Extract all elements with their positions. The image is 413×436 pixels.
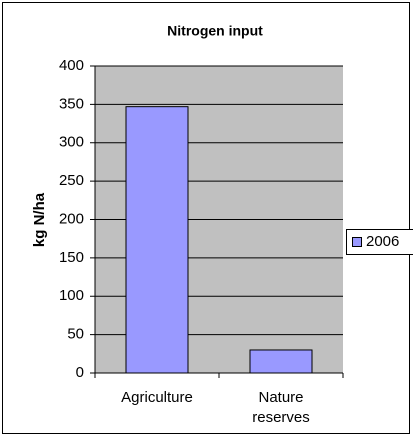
- y-tick-label: 400: [59, 57, 84, 74]
- bar: [125, 106, 189, 374]
- y-tick-label: 200: [59, 210, 84, 227]
- y-tick-label: 250: [59, 172, 84, 189]
- y-tick-label: 100: [59, 287, 84, 304]
- y-tick-label: 300: [59, 134, 84, 151]
- x-tick-label: Agriculture: [121, 389, 193, 406]
- y-tick-label: 50: [67, 326, 84, 343]
- chart-title: Nitrogen input: [167, 23, 263, 39]
- legend-box: [346, 229, 413, 255]
- y-axis-label: kg N/ha: [31, 192, 48, 247]
- y-tick-label: 150: [59, 249, 84, 266]
- y-tick-label: 350: [59, 95, 84, 112]
- legend-swatch: [352, 237, 362, 247]
- x-tick-label: Nature reserves: [252, 389, 310, 426]
- legend-label: 2006: [366, 233, 399, 250]
- bar: [249, 349, 313, 374]
- y-tick-label: 0: [76, 364, 84, 381]
